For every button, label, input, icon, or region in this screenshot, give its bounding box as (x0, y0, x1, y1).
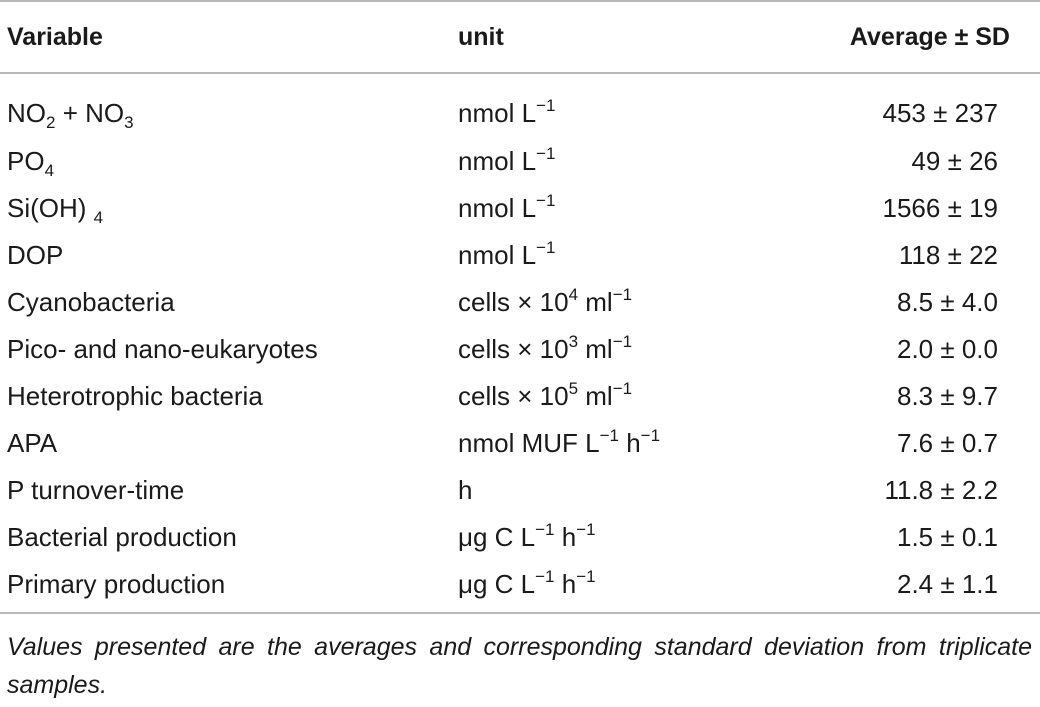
cell-unit: nmol L−1 (458, 144, 556, 176)
cell-variable: Si(OH) 4 (7, 193, 104, 227)
cell-unit: cells × 103 ml−1 (458, 332, 633, 364)
table-row: Si(OH) 4 nmol L−1 1566 ± 19 (0, 185, 1040, 232)
table-row: PO4 nmol L−1 49 ± 26 (0, 138, 1040, 185)
cell-unit: cells × 105 ml−1 (458, 379, 633, 411)
cell-average-sd: 453 ± 237 (882, 97, 998, 128)
table-header: Variable unit Average ± SD (0, 0, 1040, 74)
cell-unit: nmol MUF L−1 h−1 (458, 426, 661, 458)
cell-unit: μg C L−1 h−1 (458, 520, 596, 552)
cell-average-sd: 1.5 ± 0.1 (896, 522, 998, 552)
table-row: NO2 + NO3 nmol L−1 453 ± 237 (0, 73, 1040, 138)
cell-variable: Heterotrophic bacteria (7, 381, 263, 411)
table-row: Cyanobacteria cells × 104 ml−1 8.5 ± 4.0 (0, 279, 1040, 326)
cell-variable: APA (7, 428, 58, 458)
table-row: Pico- and nano-eukaryotes cells × 103 ml−… (0, 326, 1040, 373)
data-table: Variable unit Average ± SD NO2 + NO3 nmol… (0, 0, 1040, 614)
cell-variable: Pico- and nano-eukaryotes (7, 334, 318, 364)
header-variable: Variable (0, 0, 450, 74)
cell-unit: nmol L−1 (458, 95, 556, 128)
table-footnote: Values presented are the averages and co… (7, 633, 1032, 699)
table-row: Primary production μg C L−1 h−1 2.4 ± 1.1 (0, 561, 1040, 614)
header-average-sd: Average ± SD (780, 0, 1040, 74)
cell-average-sd: 1566 ± 19 (882, 193, 998, 223)
cell-variable: PO4 (7, 146, 55, 180)
cell-variable: DOP (7, 240, 64, 270)
cell-unit: nmol L−1 (458, 191, 556, 223)
cell-average-sd: 2.4 ± 1.1 (780, 561, 1040, 614)
cell-average-sd: 7.6 ± 0.7 (896, 428, 998, 458)
cell-unit: cells × 104 ml−1 (458, 285, 633, 317)
header-row: Variable unit Average ± SD (0, 0, 1040, 74)
cell-average-sd: 2.0 ± 0.0 (896, 334, 998, 364)
cell-average-sd: 11.8 ± 2.2 (884, 475, 998, 505)
table-row: APA nmol MUF L−1 h−1 7.6 ± 0.7 (0, 420, 1040, 467)
cell-variable: Cyanobacteria (7, 287, 175, 317)
table-row: P turnover-time h 11.8 ± 2.2 (0, 467, 1040, 514)
cell-variable: Primary production (0, 561, 450, 614)
cell-variable: Bacterial production (7, 522, 237, 552)
cell-average-sd: 8.5 ± 4.0 (896, 287, 998, 317)
table-body: NO2 + NO3 nmol L−1 453 ± 237 PO4 nmol L−1 49 … (0, 73, 1040, 614)
cell-unit: h (458, 475, 473, 505)
cell-average-sd: 49 ± 26 (911, 146, 998, 176)
cell-unit: μg C L−1 h−1 (450, 561, 780, 614)
data-table-container: Variable unit Average ± SD NO2 + NO3 nmol… (0, 0, 1040, 614)
cell-average-sd: 8.3 ± 9.7 (896, 381, 998, 411)
table-row: Heterotrophic bacteria cells × 105 ml−1 8.… (0, 373, 1040, 420)
cell-variable: P turnover-time (7, 475, 185, 505)
header-unit: unit (450, 0, 780, 74)
table-row: Bacterial production μg C L−1 h−1 1.5 ± 0.… (0, 514, 1040, 561)
cell-unit: nmol L−1 (458, 238, 556, 270)
table-row: DOP nmol L−1 118 ± 22 (0, 232, 1040, 279)
cell-variable: NO2 + NO3 (7, 97, 134, 132)
cell-average-sd: 118 ± 22 (898, 240, 998, 270)
